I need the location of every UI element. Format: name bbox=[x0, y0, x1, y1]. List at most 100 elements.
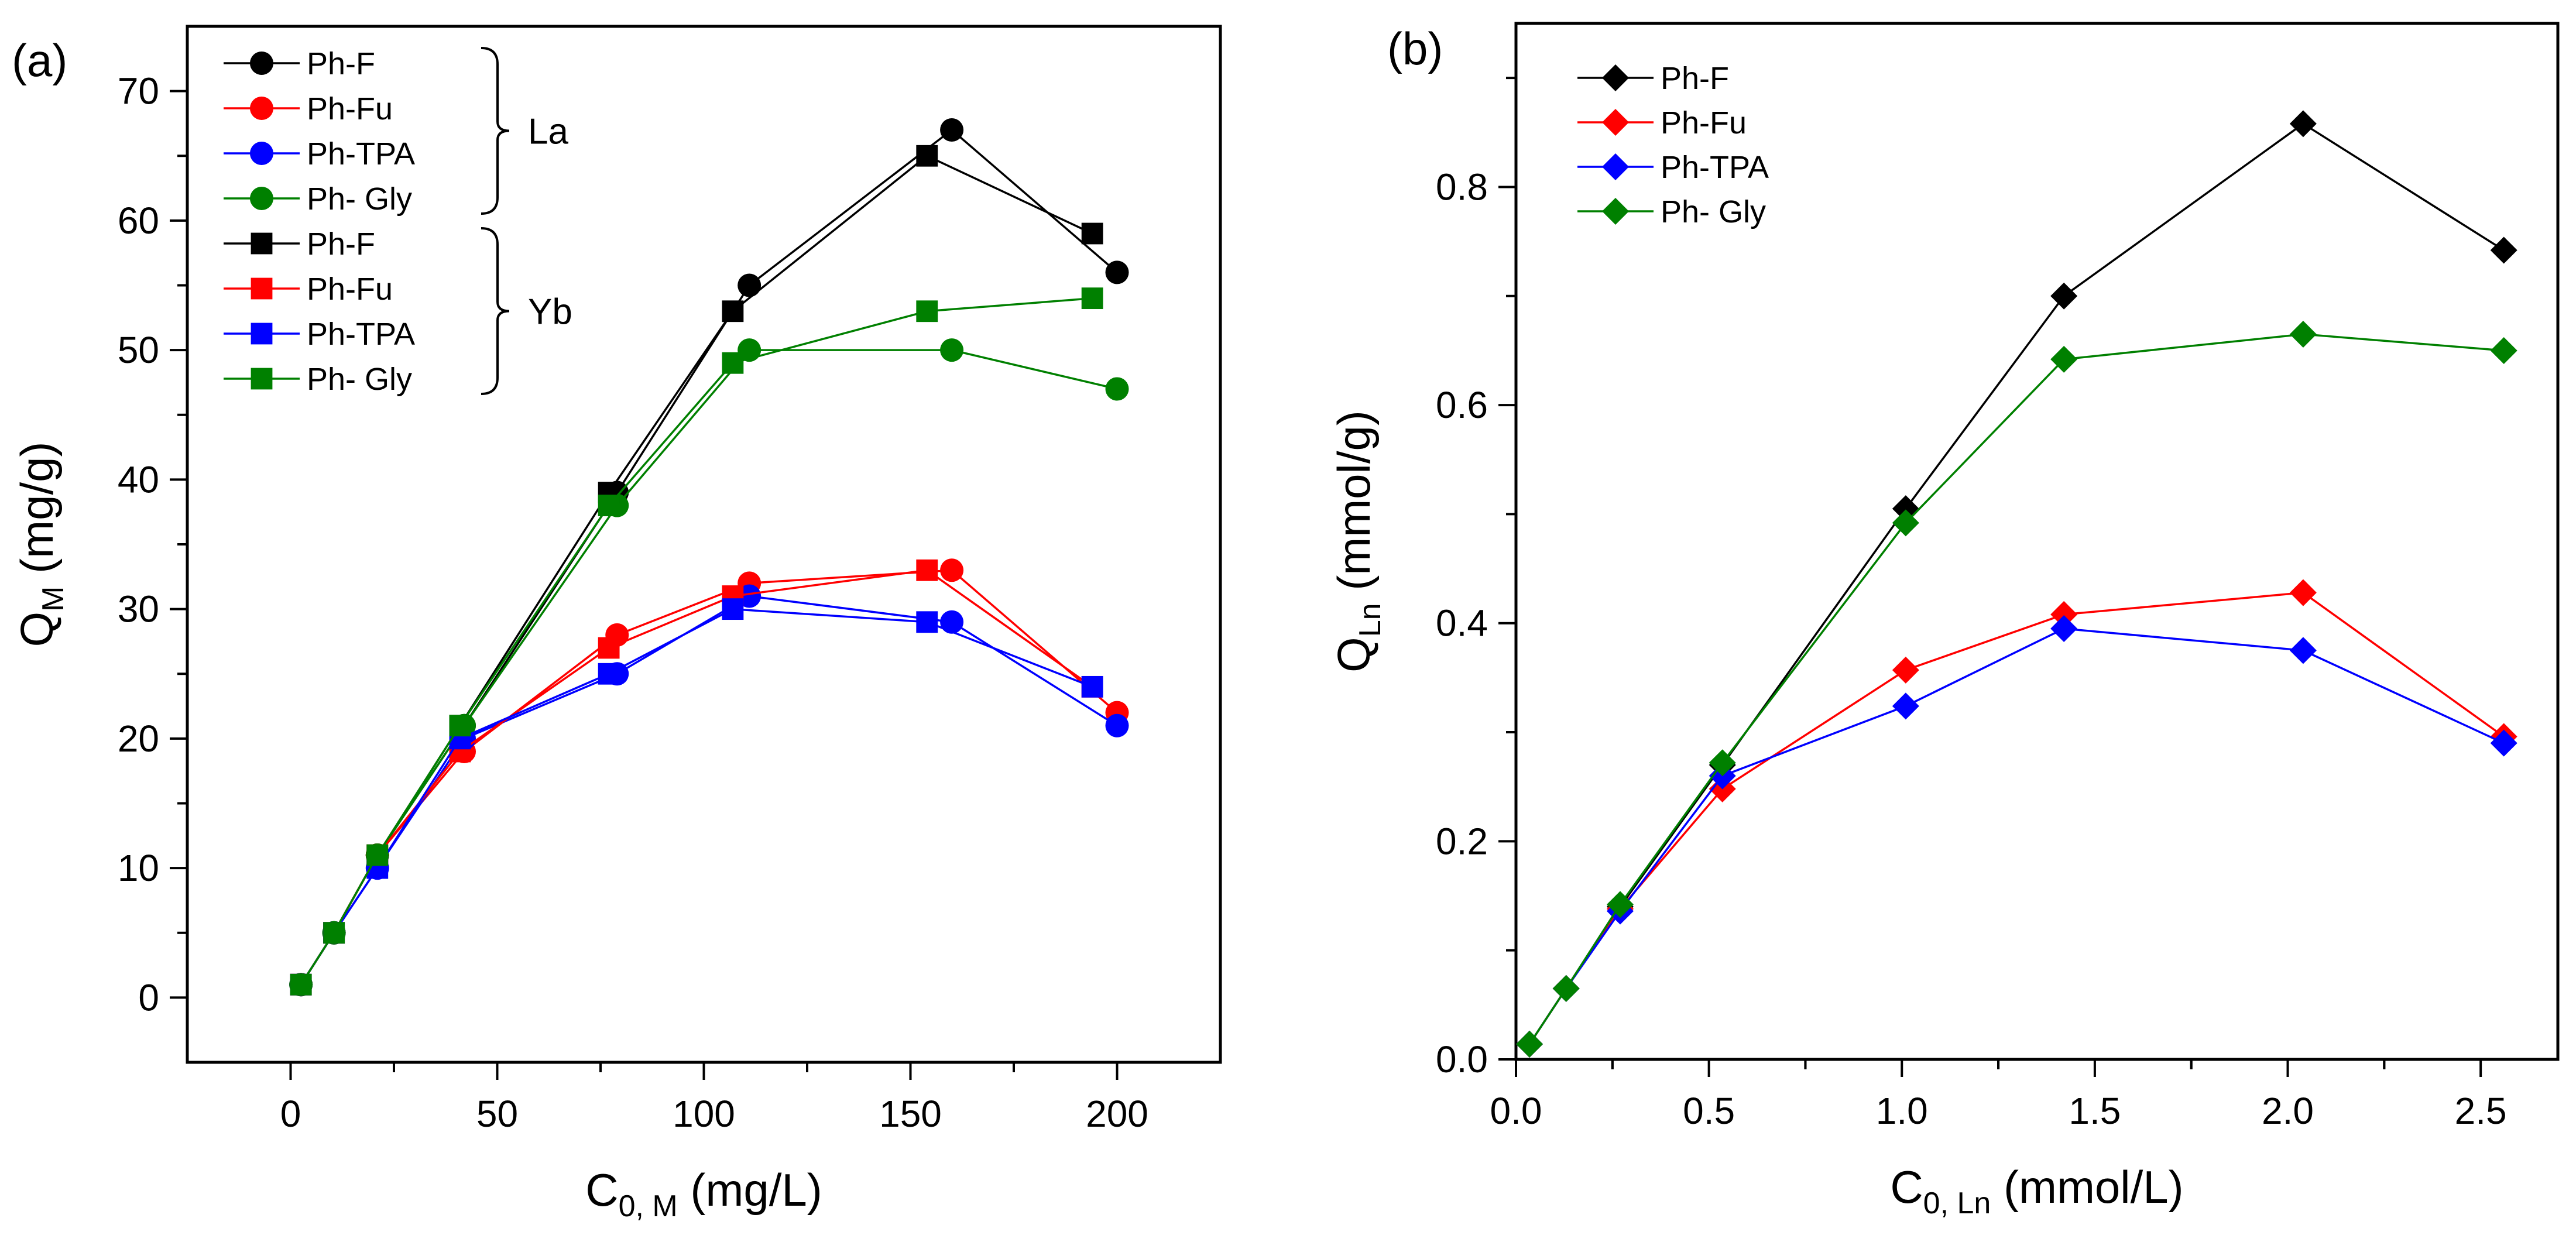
legend-label: Ph- Gly bbox=[307, 181, 412, 217]
panel-a-x-axis-title: C0, M (mg/L) bbox=[585, 1164, 822, 1223]
legend-marker bbox=[250, 97, 273, 120]
panel-a-y-tick-label: 0 bbox=[138, 976, 159, 1018]
x-title-main: C bbox=[585, 1164, 618, 1216]
x-title-unit: (mg/L) bbox=[678, 1164, 822, 1216]
data-point bbox=[2289, 321, 2317, 348]
panel-a-y-tick-label: 30 bbox=[118, 588, 159, 630]
legend-label: Ph-F bbox=[307, 227, 375, 262]
data-point bbox=[2490, 729, 2517, 757]
data-point bbox=[722, 598, 744, 620]
data-point bbox=[1892, 692, 1919, 720]
panel-b-y-tick-label: 0.4 bbox=[1436, 602, 1488, 644]
series-line bbox=[300, 297, 1093, 986]
data-point bbox=[722, 300, 744, 322]
y-title-main: Q bbox=[11, 612, 63, 647]
data-point bbox=[1552, 975, 1580, 1002]
legend-marker bbox=[250, 187, 273, 210]
panel-b-x-tick-label: 0.0 bbox=[1490, 1090, 1542, 1132]
data-point bbox=[916, 611, 938, 633]
panel-b-x-tick-label: 2.0 bbox=[2262, 1090, 2314, 1132]
data-point bbox=[1892, 656, 1919, 684]
panel-b-chart: 0.0 0.5 1.0 1.5 2.0 2.5 0.0 0.2 0.4 0.6 0.8 C0, Ln … bbox=[1328, 22, 2560, 1220]
panel-a-series-ph-f-yb bbox=[290, 145, 1103, 996]
data-point bbox=[598, 663, 620, 685]
legend-marker bbox=[250, 52, 273, 75]
y-title-unit: (mmol/g) bbox=[1328, 410, 1380, 603]
panel-a-panel-label: (a) bbox=[12, 35, 67, 86]
panel-b-panel-label: (b) bbox=[1387, 23, 1443, 74]
data-point bbox=[940, 118, 964, 142]
data-point bbox=[323, 922, 345, 944]
panel-a-legend: Ph-F Ph-Fu Ph-TPA Ph- Gly Ph-F Ph-Fu Ph-TPA Ph-… bbox=[224, 46, 572, 397]
panel-b-x-axis-title: C0, Ln (mmol/L) bbox=[1890, 1161, 2183, 1220]
panel-a-x-tick-label: 0 bbox=[280, 1093, 301, 1135]
data-point bbox=[1892, 509, 1919, 537]
legend-group-brace bbox=[481, 47, 510, 215]
panel-b-y-tick-label: 0.0 bbox=[1436, 1038, 1488, 1080]
legend-label: Ph-TPA bbox=[307, 136, 415, 171]
panel-a-y-tick-label: 20 bbox=[118, 718, 159, 760]
legend-label: Ph-TPA bbox=[307, 317, 415, 352]
data-point bbox=[2050, 601, 2078, 628]
panel-a-series-ph-gly-la bbox=[289, 338, 1129, 997]
legend-marker bbox=[251, 232, 273, 255]
y-title-main: Q bbox=[1328, 637, 1380, 673]
panel-a-x-tick-label: 100 bbox=[673, 1093, 735, 1135]
panel-a-y-tick-label: 10 bbox=[118, 847, 159, 889]
legend-label: Ph-TPA bbox=[1661, 150, 1769, 185]
y-title-subscript: M bbox=[36, 586, 70, 612]
panel-a-y-tick-label: 70 bbox=[118, 70, 159, 112]
series-line bbox=[1528, 122, 2505, 1045]
data-point bbox=[598, 637, 620, 659]
x-title-subscript: 0, M bbox=[619, 1189, 678, 1223]
legend-label: Ph-Fu bbox=[1661, 105, 1747, 140]
panel-a-y-tick-label: 50 bbox=[118, 329, 159, 371]
series-line bbox=[300, 155, 1093, 986]
panel-b-series-ph-tpa bbox=[1516, 615, 2517, 1058]
legend-label: Ph-Fu bbox=[307, 91, 393, 126]
panel-a-y-axis-title: QM (mg/g) bbox=[11, 441, 70, 647]
data-point bbox=[2289, 110, 2317, 138]
panel-a-series-ph-gly-yb bbox=[290, 287, 1103, 996]
data-point bbox=[2289, 637, 2317, 664]
data-point bbox=[290, 973, 312, 996]
series-line bbox=[300, 569, 1118, 986]
series-line bbox=[1528, 591, 2505, 1045]
panel-b-y-tick-label: 0.8 bbox=[1436, 166, 1488, 208]
data-point bbox=[2289, 579, 2317, 606]
legend-label: Ph-Fu bbox=[307, 272, 393, 307]
legend-label: Ph-F bbox=[1661, 61, 1729, 96]
legend-label: Ph- Gly bbox=[307, 362, 412, 397]
x-title-subscript: 0, Ln bbox=[1923, 1186, 1991, 1220]
data-point bbox=[1105, 260, 1129, 284]
panel-b-x-tick-label: 2.5 bbox=[2455, 1090, 2507, 1132]
y-title-unit: (mg/g) bbox=[11, 441, 63, 586]
series-line bbox=[300, 569, 1093, 986]
data-point bbox=[1516, 1030, 1543, 1058]
legend-marker bbox=[1602, 109, 1629, 136]
panel-a-series-ph-tpa-yb bbox=[290, 598, 1103, 996]
data-point bbox=[1105, 713, 1129, 737]
panel-b-series-ph-gly bbox=[1516, 321, 2517, 1058]
panel-a-y-tick-label: 60 bbox=[118, 200, 159, 242]
data-point bbox=[1081, 287, 1103, 310]
x-title-unit: (mmol/L) bbox=[1991, 1161, 2183, 1213]
series-line bbox=[1528, 627, 2505, 1045]
data-point bbox=[598, 495, 620, 517]
data-point bbox=[940, 558, 964, 582]
data-point bbox=[940, 338, 964, 362]
panel-b-plot-frame bbox=[1514, 22, 2560, 1061]
data-point bbox=[722, 352, 744, 374]
legend-marker bbox=[250, 142, 273, 165]
panel-b-y-tick-label: 0.2 bbox=[1436, 820, 1488, 862]
data-point bbox=[916, 559, 938, 581]
legend-marker bbox=[1602, 198, 1629, 225]
data-point bbox=[2050, 615, 2078, 643]
panel-a-x-tick-label: 50 bbox=[476, 1093, 518, 1135]
panel-b-x-tick-label: 1.5 bbox=[2069, 1090, 2121, 1132]
data-point bbox=[940, 610, 964, 634]
data-point bbox=[738, 273, 762, 297]
legend-marker bbox=[1602, 153, 1629, 180]
panel-b-x-tick-label: 1.0 bbox=[1876, 1090, 1928, 1132]
panel-b-legend: Ph-F Ph-Fu Ph-TPA Ph- Gly bbox=[1577, 61, 1769, 229]
